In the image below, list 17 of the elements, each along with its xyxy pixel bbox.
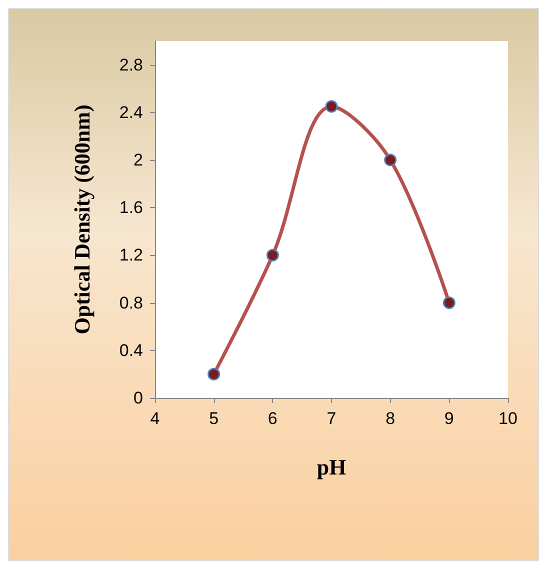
y-tick-label: 0 — [134, 388, 143, 408]
y-tick-label: 0.8 — [119, 293, 143, 312]
x-tick-label: 4 — [150, 409, 160, 428]
y-tick-label: 0.4 — [119, 340, 143, 360]
x-tick-label: 7 — [326, 409, 336, 428]
y-axis-title: Optical Density (600nm) — [70, 104, 94, 334]
y-tick-label: 2.8 — [119, 55, 143, 74]
y-tick-label: 1.2 — [119, 246, 143, 265]
x-tick-label: 8 — [386, 409, 396, 428]
x-tick-label: 6 — [268, 409, 278, 428]
x-tick-label: 10 — [498, 409, 518, 428]
y-tick-label: 2.4 — [119, 102, 143, 122]
y-tick-label: 1.6 — [119, 198, 143, 218]
x-tick-label: 5 — [209, 409, 219, 428]
x-axis-title: pH — [316, 454, 346, 480]
y-tick-label: 2 — [134, 150, 143, 170]
x-tick-label: 9 — [444, 409, 454, 428]
